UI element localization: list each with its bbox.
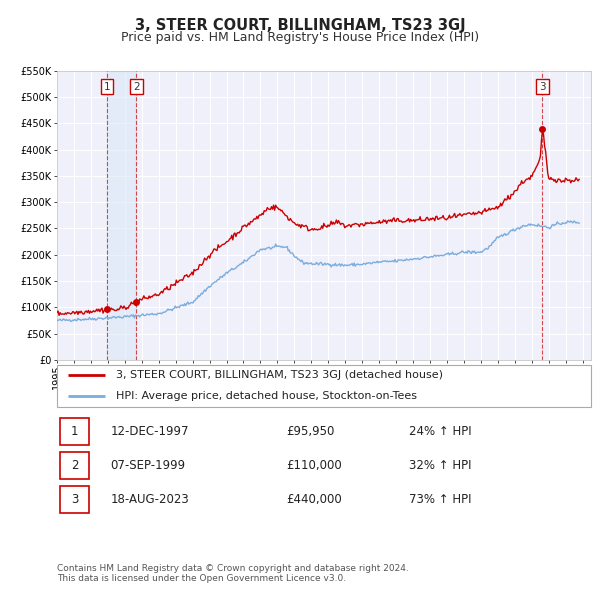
Text: 2: 2 (71, 459, 79, 472)
FancyBboxPatch shape (57, 365, 591, 407)
Text: 1: 1 (71, 425, 79, 438)
Text: Price paid vs. HM Land Registry's House Price Index (HPI): Price paid vs. HM Land Registry's House … (121, 31, 479, 44)
Text: 12-DEC-1997: 12-DEC-1997 (110, 425, 189, 438)
Text: 3: 3 (539, 81, 545, 91)
Text: 73% ↑ HPI: 73% ↑ HPI (409, 493, 472, 506)
Text: 3, STEER COURT, BILLINGHAM, TS23 3GJ (detached house): 3, STEER COURT, BILLINGHAM, TS23 3GJ (de… (116, 371, 443, 380)
FancyBboxPatch shape (59, 418, 89, 445)
Text: 3: 3 (71, 493, 79, 506)
Text: £440,000: £440,000 (287, 493, 343, 506)
Text: 32% ↑ HPI: 32% ↑ HPI (409, 459, 472, 472)
Text: Contains HM Land Registry data © Crown copyright and database right 2024.
This d: Contains HM Land Registry data © Crown c… (57, 563, 409, 583)
Text: 24% ↑ HPI: 24% ↑ HPI (409, 425, 472, 438)
Text: 2: 2 (133, 81, 140, 91)
FancyBboxPatch shape (59, 452, 89, 479)
Bar (107, 71, 136, 360)
Text: 18-AUG-2023: 18-AUG-2023 (110, 493, 189, 506)
Text: 3, STEER COURT, BILLINGHAM, TS23 3GJ: 3, STEER COURT, BILLINGHAM, TS23 3GJ (134, 18, 466, 32)
FancyBboxPatch shape (59, 486, 89, 513)
Text: 1: 1 (104, 81, 110, 91)
Text: £110,000: £110,000 (287, 459, 343, 472)
Text: 07-SEP-1999: 07-SEP-1999 (110, 459, 185, 472)
Text: HPI: Average price, detached house, Stockton-on-Tees: HPI: Average price, detached house, Stoc… (116, 392, 417, 401)
Text: £95,950: £95,950 (287, 425, 335, 438)
